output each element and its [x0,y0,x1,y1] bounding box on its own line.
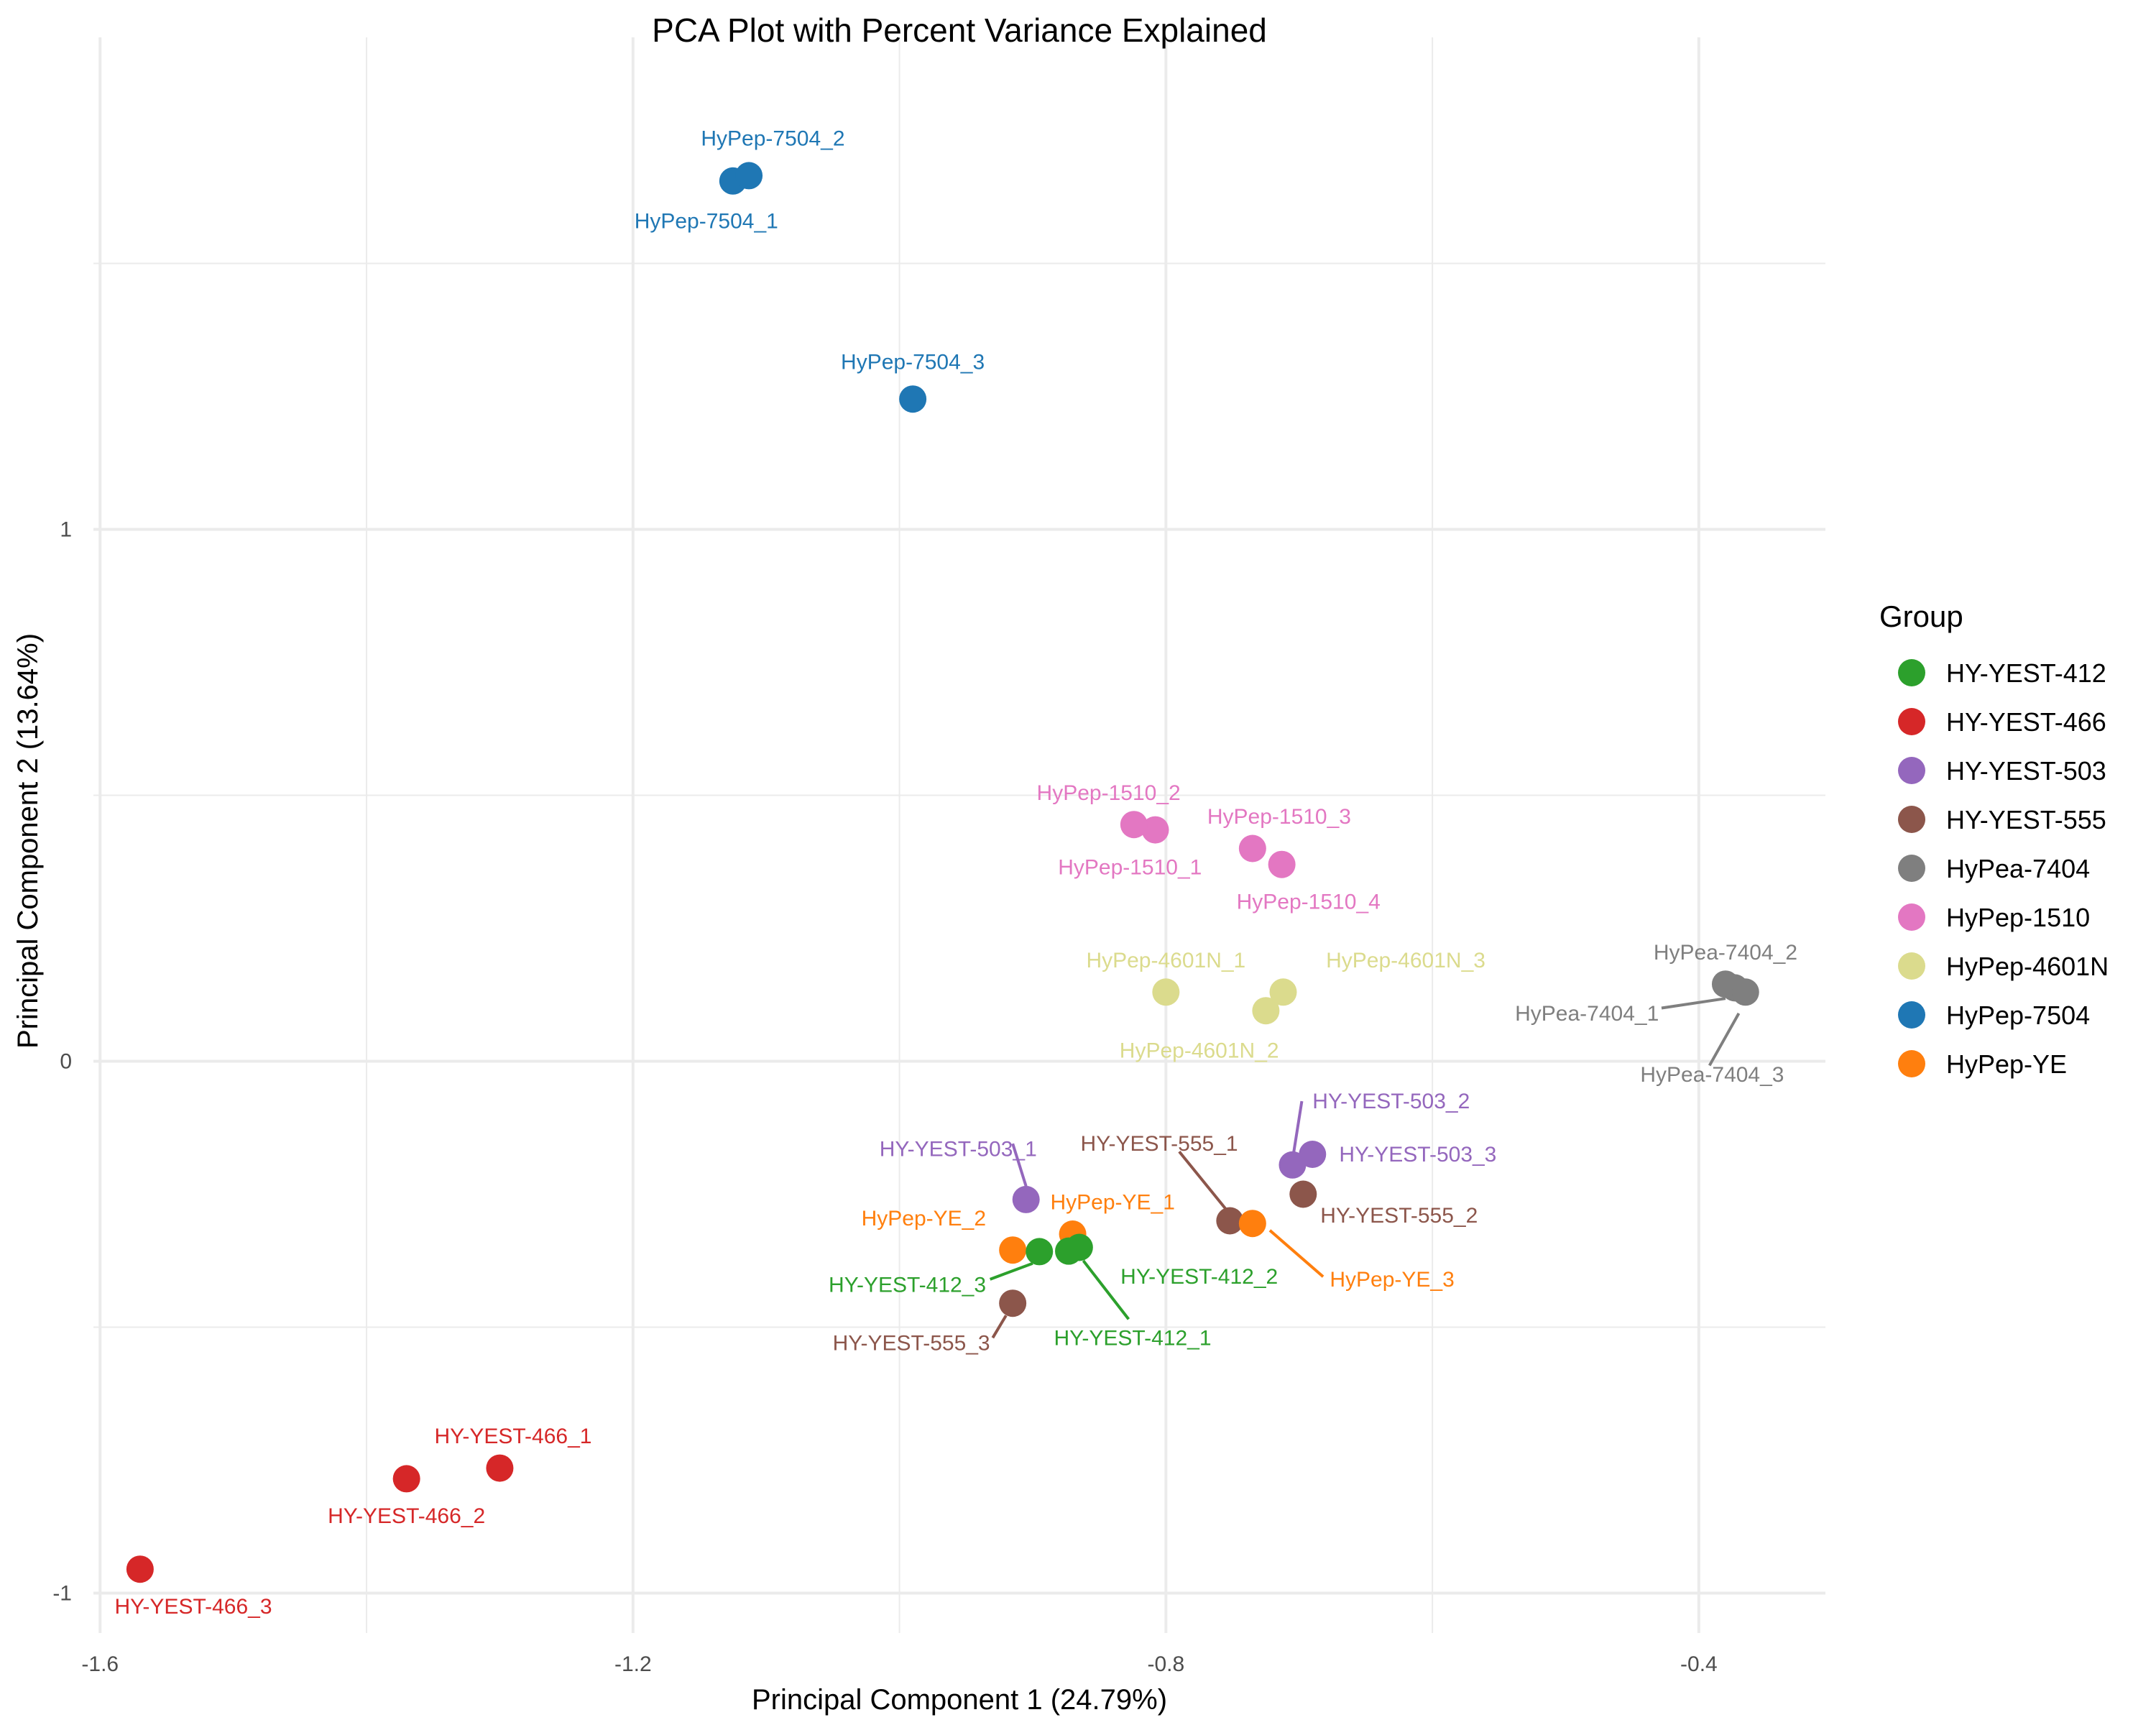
x-axis-title: Principal Component 1 (24.79%) [752,1684,1167,1716]
data-point [1141,816,1169,844]
point-label: HyPep-1510_1 [1058,855,1202,879]
x-tick-label: -0.4 [1680,1652,1718,1676]
data-point [1289,1180,1317,1208]
data-point [899,385,927,413]
point-label: HyPep-4601N_1 [1086,949,1245,972]
label-connector [1292,1100,1304,1152]
x-tick-label: -1.6 [81,1652,119,1676]
data-point [1268,850,1296,878]
legend-label: HY-YEST-466 [1946,707,2106,737]
label-connector [1011,1143,1028,1187]
point-label: HY-YEST-555_2 [1320,1204,1478,1228]
data-point [486,1454,514,1482]
data-point [1279,1151,1307,1179]
x-axis-ticks: -1.6 -1.2 -0.8 -0.4 [81,1652,1717,1676]
grid [93,37,1825,1633]
legend-label: HyPep-7504 [1946,1000,2090,1030]
data-point [999,1289,1027,1317]
point-label: HY-YEST-466_2 [328,1504,485,1528]
legend-title: Group [1879,599,1963,633]
point-label: HyPep-7504_3 [841,350,985,374]
data-point [1252,997,1280,1025]
legend-swatch [1898,806,1925,833]
point-label: HY-YEST-555_3 [833,1332,990,1356]
legend-label: HyPep-YE [1946,1049,2067,1079]
label-connector [1268,1229,1325,1278]
point-label: HY-YEST-503_2 [1312,1090,1470,1113]
point-label: HyPep-1510_2 [1037,781,1181,805]
point-label: HY-YEST-412_1 [1054,1326,1211,1350]
data-point [1269,978,1297,1006]
data-point [1731,978,1759,1006]
legend-swatch [1898,1001,1925,1029]
label-connector [1178,1151,1227,1210]
legend-label: HyPep-1510 [1946,903,2090,932]
data-point [1238,834,1266,862]
y-tick-label: 1 [60,518,72,542]
label-connector [1082,1259,1130,1320]
point-label: HY-YEST-503_3 [1339,1143,1496,1167]
data-point [1120,811,1148,839]
data-point [1238,1210,1266,1238]
label-connectors [989,997,1741,1339]
data-points [126,162,1759,1583]
legend-items: HY-YEST-412 HY-YEST-466 HY-YEST-503 HY-YEST… [1898,658,2109,1079]
y-tick-label: -1 [52,1582,72,1606]
legend-swatch [1898,708,1925,735]
legend-swatch [1898,952,1925,980]
point-label: HyPep-1510_4 [1237,891,1381,914]
data-point [126,1555,154,1583]
label-connector [989,1261,1033,1281]
point-label: HY-YEST-412_3 [829,1273,986,1297]
legend-swatch [1898,855,1925,882]
label-connector [991,1315,1008,1339]
point-label: HY-YEST-466_3 [115,1595,272,1619]
data-point [392,1465,420,1493]
point-label: HyPep-7504_2 [701,127,844,151]
y-axis-ticks: -1 0 1 [52,518,72,1606]
point-label: HyPep-4601N_3 [1326,949,1485,972]
point-labels: HyPep-7504_1 HyPep-7504_2 HyPep-7504_3 HyPe… [115,127,1798,1619]
legend: Group HY-YEST-412HY-YEST-466HY-YEST-503H… [1879,599,2109,1079]
legend-swatch [1898,757,1925,784]
legend-label: HyPea-7404 [1946,854,2090,883]
data-point [999,1236,1027,1264]
point-label: HyPea-7404_2 [1654,941,1797,965]
point-label: HyPep-1510_3 [1207,805,1351,829]
legend-label: HY-YEST-555 [1946,805,2106,834]
point-label: HY-YEST-503_1 [880,1138,1037,1162]
data-point [1216,1207,1244,1235]
label-connector [1708,1012,1741,1067]
point-label: HyPea-7404_1 [1515,1002,1659,1026]
legend-swatch [1898,903,1925,931]
y-axis-title: Principal Component 2 (13.64%) [12,633,44,1049]
data-point [1026,1238,1054,1266]
legend-label: HY-YEST-412 [1946,658,2106,688]
point-label: HyPea-7404_3 [1640,1063,1784,1087]
point-label: HY-YEST-555_1 [1081,1132,1238,1156]
point-label: HY-YEST-466_1 [434,1425,591,1448]
x-tick-label: -0.8 [1147,1652,1184,1676]
data-point [1055,1237,1083,1265]
legend-label: HY-YEST-503 [1946,756,2106,786]
legend-swatch [1898,659,1925,686]
data-point [1012,1185,1040,1213]
data-point [735,162,763,190]
point-label: HY-YEST-412_2 [1120,1265,1278,1289]
data-point [1152,978,1180,1006]
data-point [1299,1141,1327,1168]
label-connector [1661,997,1726,1010]
x-tick-label: -1.2 [614,1652,652,1676]
point-label: HyPep-YE_2 [862,1207,986,1230]
legend-label: HyPep-4601N [1946,952,2109,981]
point-label: HyPep-7504_1 [635,209,778,233]
point-label: HyPep-4601N_2 [1120,1039,1279,1063]
chart-title: PCA Plot with Percent Variance Explained [652,12,1267,49]
point-label: HyPep-YE_3 [1330,1268,1454,1292]
y-tick-label: 0 [60,1050,72,1074]
point-label: HyPep-YE_1 [1050,1191,1174,1215]
legend-swatch [1898,1050,1925,1077]
